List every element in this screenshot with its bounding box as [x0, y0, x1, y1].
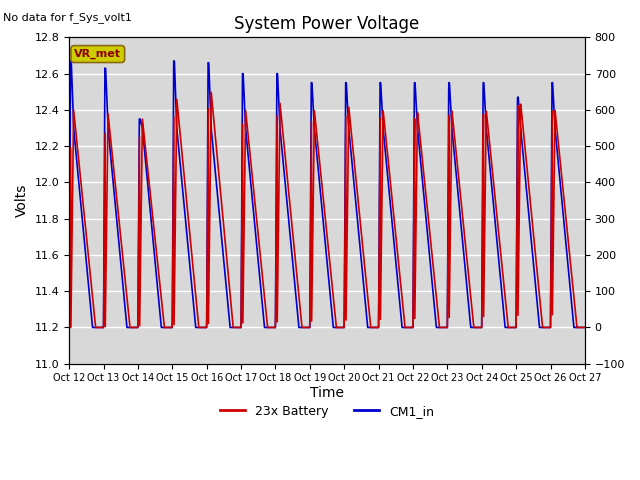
Text: No data for f_Sys_volt1: No data for f_Sys_volt1 [3, 12, 132, 23]
Text: VR_met: VR_met [74, 49, 122, 59]
Y-axis label: Volts: Volts [15, 184, 29, 217]
Title: System Power Voltage: System Power Voltage [234, 15, 420, 33]
X-axis label: Time: Time [310, 386, 344, 400]
Legend: 23x Battery, CM1_in: 23x Battery, CM1_in [215, 400, 439, 423]
